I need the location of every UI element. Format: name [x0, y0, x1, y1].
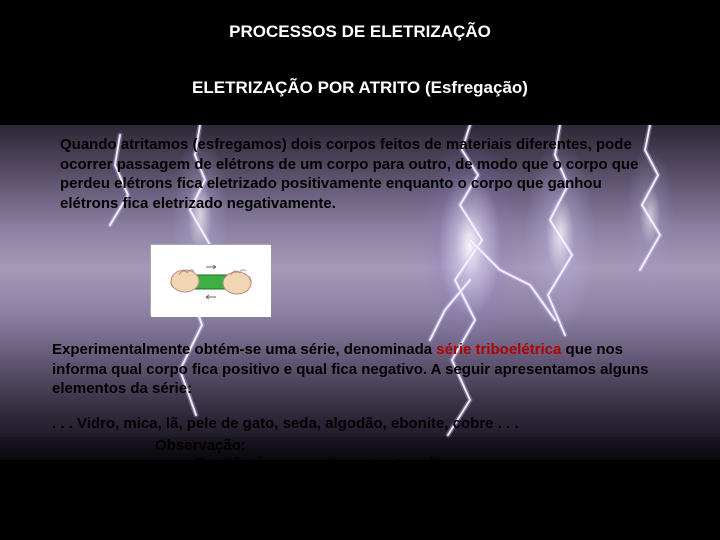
header-black-band — [0, 0, 720, 125]
slide: PROCESSOS DE ELETRIZAÇÃO ELETRIZAÇÃO POR… — [0, 0, 720, 540]
triboelectric-term: série triboelétrica — [436, 341, 561, 358]
subtitle: ELETRIZAÇÃO POR ATRITO (Esfregação) — [0, 78, 720, 98]
friction-illustration — [150, 244, 270, 316]
arrow-sequence — [370, 462, 440, 464]
observation-line2: preciso que eles tenham diferentes — [155, 476, 406, 493]
paragraph-triboelectric: Experimentalmente obtém-se uma série, de… — [52, 340, 677, 399]
arrow-right-edge — [660, 468, 705, 470]
main-title: PROCESSOS DE ELETRIZAÇÃO — [0, 22, 720, 42]
paragraph-definition: Quando atritamos (esfregamos) dois corpo… — [60, 135, 660, 213]
observation-label: Observação: — [155, 437, 246, 454]
sequence-label: Seqüência crescente — [196, 455, 345, 472]
triboelectric-series: . . . Vidro, mica, lã, pele de gato, sed… — [52, 415, 692, 432]
capacity-label: maior capacidade de doar elétrons — [142, 495, 390, 512]
observation-line3-tail: elétrons — [422, 496, 480, 513]
para2-pre: Experimentalmente obtém-se uma série, de… — [52, 341, 436, 358]
